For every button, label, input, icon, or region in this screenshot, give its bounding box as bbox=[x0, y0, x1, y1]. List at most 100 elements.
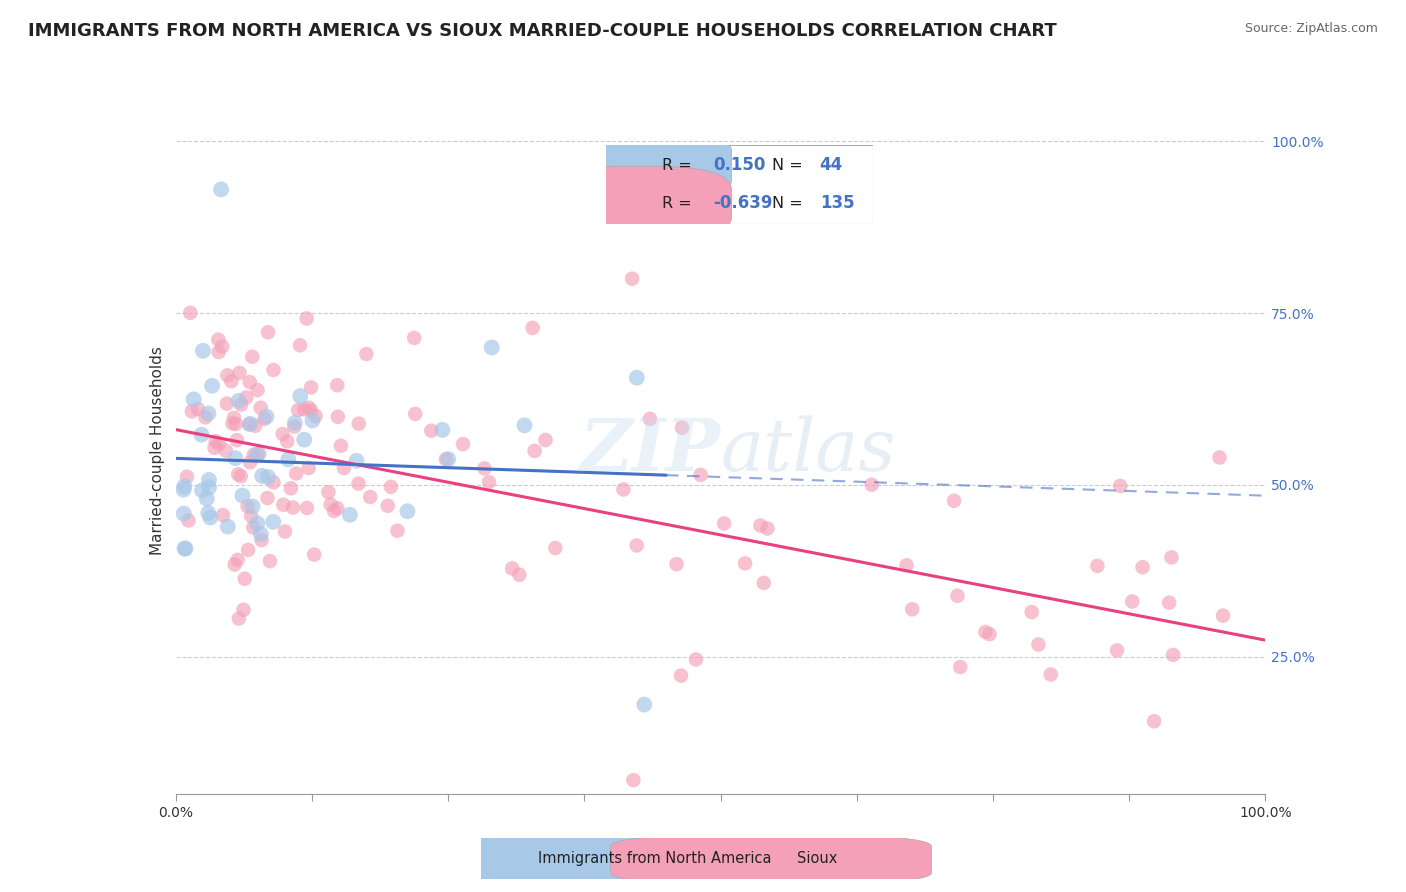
Point bbox=[211, 339, 233, 353]
Point bbox=[318, 485, 340, 500]
Point bbox=[671, 420, 693, 434]
Point bbox=[232, 603, 254, 617]
Point bbox=[1161, 648, 1184, 662]
Point bbox=[277, 452, 299, 467]
Point bbox=[240, 509, 263, 524]
Point bbox=[292, 433, 315, 447]
Point bbox=[263, 475, 285, 490]
Point bbox=[298, 461, 321, 475]
Point bbox=[271, 427, 294, 442]
Point bbox=[669, 668, 692, 682]
Point bbox=[404, 331, 426, 345]
Point bbox=[752, 576, 775, 591]
Point bbox=[226, 553, 249, 567]
Point bbox=[305, 409, 328, 423]
Point bbox=[896, 558, 918, 573]
Point bbox=[299, 380, 322, 394]
Point bbox=[474, 461, 496, 475]
Point bbox=[173, 483, 195, 497]
Point bbox=[544, 541, 567, 555]
Point bbox=[1208, 450, 1230, 465]
Point bbox=[198, 480, 221, 494]
Point bbox=[1160, 550, 1182, 565]
Point bbox=[173, 541, 195, 556]
Point bbox=[1132, 560, 1154, 574]
Point bbox=[242, 520, 264, 534]
Point bbox=[1159, 596, 1181, 610]
Point bbox=[204, 441, 226, 455]
Point bbox=[197, 407, 219, 421]
Point bbox=[194, 410, 217, 425]
Text: N =: N = bbox=[772, 158, 803, 173]
Point bbox=[1028, 638, 1050, 652]
Point bbox=[285, 467, 308, 481]
Point bbox=[1212, 608, 1234, 623]
Point bbox=[254, 409, 277, 424]
Point bbox=[221, 417, 243, 431]
Point bbox=[280, 481, 302, 495]
Point bbox=[246, 447, 269, 461]
Point bbox=[259, 554, 281, 568]
Point bbox=[233, 572, 256, 586]
FancyBboxPatch shape bbox=[537, 128, 731, 202]
Point bbox=[323, 504, 346, 518]
Point bbox=[756, 521, 779, 535]
Point bbox=[281, 500, 304, 515]
Point bbox=[734, 557, 756, 571]
Point bbox=[217, 368, 239, 383]
Text: IMMIGRANTS FROM NORTH AMERICA VS SIOUX MARRIED-COUPLE HOUSEHOLDS CORRELATION CHA: IMMIGRANTS FROM NORTH AMERICA VS SIOUX M… bbox=[28, 22, 1057, 40]
Point bbox=[287, 403, 309, 417]
Point bbox=[685, 652, 707, 666]
Point bbox=[256, 491, 278, 505]
Point bbox=[283, 419, 305, 434]
Point bbox=[1121, 594, 1143, 608]
Point bbox=[949, 660, 972, 674]
Point bbox=[257, 325, 280, 339]
Point bbox=[621, 773, 644, 788]
Point bbox=[621, 271, 644, 285]
Point bbox=[215, 396, 238, 410]
Point bbox=[946, 589, 969, 603]
Point bbox=[1105, 643, 1128, 657]
Point bbox=[183, 392, 205, 407]
Point bbox=[239, 455, 262, 469]
Point bbox=[638, 412, 661, 426]
Point bbox=[229, 398, 252, 412]
Text: Source: ZipAtlas.com: Source: ZipAtlas.com bbox=[1244, 22, 1378, 36]
Point bbox=[215, 443, 238, 458]
Point bbox=[190, 427, 212, 442]
Point bbox=[451, 437, 474, 451]
Point bbox=[243, 418, 266, 433]
Point bbox=[901, 602, 924, 616]
Point bbox=[262, 515, 284, 529]
Point bbox=[247, 447, 270, 461]
Point bbox=[249, 401, 271, 415]
Point bbox=[238, 417, 260, 432]
Point bbox=[228, 393, 250, 408]
Point bbox=[212, 508, 235, 523]
Point bbox=[420, 424, 443, 438]
Point bbox=[179, 306, 201, 320]
Point bbox=[250, 527, 273, 541]
Point bbox=[217, 519, 239, 533]
Point bbox=[225, 433, 247, 447]
Point bbox=[943, 493, 966, 508]
Point bbox=[860, 477, 883, 491]
Point bbox=[329, 439, 352, 453]
Point bbox=[288, 338, 311, 352]
Point bbox=[295, 500, 318, 515]
Point bbox=[201, 379, 224, 393]
Point bbox=[180, 404, 202, 418]
Point bbox=[231, 488, 253, 502]
Point bbox=[243, 448, 266, 462]
Text: 0.150: 0.150 bbox=[713, 156, 765, 174]
Point bbox=[191, 483, 214, 498]
Text: ZIP: ZIP bbox=[579, 415, 721, 486]
Point bbox=[236, 500, 259, 514]
Point bbox=[689, 467, 711, 482]
Point bbox=[195, 491, 218, 506]
Point bbox=[1143, 714, 1166, 729]
Point bbox=[333, 461, 356, 475]
Point bbox=[173, 507, 195, 521]
Point bbox=[276, 434, 298, 449]
